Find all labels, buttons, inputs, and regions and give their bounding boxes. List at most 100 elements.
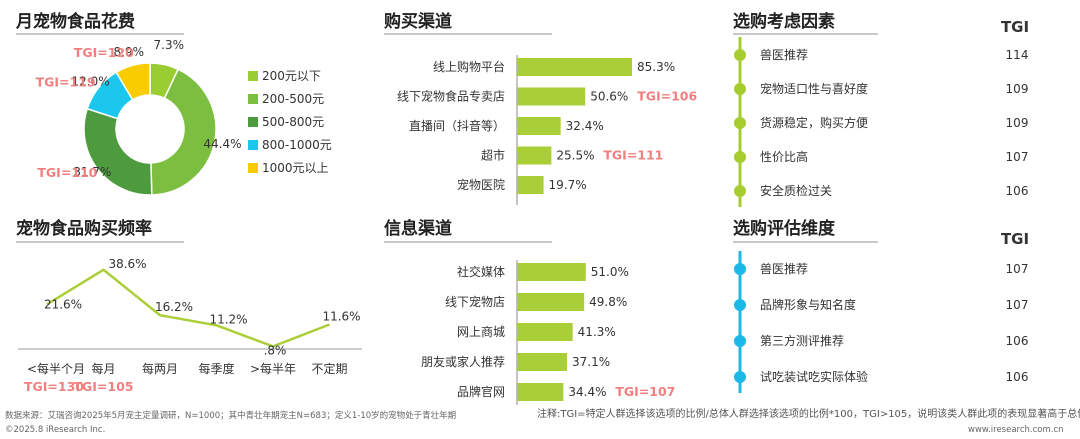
timeline-dot — [734, 83, 746, 95]
bar-category-label: 直播间（抖音等） — [409, 118, 505, 133]
donut-tgi-label: TGI=119 — [36, 75, 96, 90]
factor-tgi-value: 107 — [1006, 298, 1029, 312]
info-title-underline — [384, 241, 552, 243]
timeline-dot — [734, 263, 746, 275]
bar — [517, 263, 586, 281]
factor-label: 第三方测评推荐 — [760, 333, 844, 348]
bar-value-label: 41.3% — [578, 325, 616, 339]
footer-copyright: ©2025.8 iResearch Inc. — [5, 425, 106, 435]
donut-slice-3 — [83, 107, 153, 196]
legend-label: 200-500元 — [262, 92, 324, 106]
donut-value-label: 12.0% — [72, 75, 110, 89]
timeline-dot — [734, 299, 746, 311]
legend-label: 800-1000元 — [262, 138, 332, 152]
bar — [517, 383, 564, 401]
spend-donut-chart: 7.3% 44.4% 31.7%TGI=110 12.0%TGI=119 8.9%TGI… — [36, 40, 332, 196]
bar — [517, 323, 573, 341]
footer-note: 注释:TGI=特定人群选择该选项的比例/总体人群选择该选项的比例*100，TGI… — [537, 409, 1080, 420]
timeline-dot — [734, 185, 746, 197]
legend-label: 500-800元 — [262, 115, 324, 129]
legend-swatch — [248, 117, 258, 127]
bar — [517, 117, 561, 135]
bar-category-label: 线上购物平台 — [433, 59, 505, 74]
factors-list: TGI 兽医推荐 114 宠物适口性与喜好度 109 货源稳定，购买方便 109 性价比高 10… — [734, 18, 1029, 207]
dimensions-title-underline — [733, 241, 878, 243]
line-tgi-label: TGI=130 — [24, 379, 84, 394]
line-value-label: 11.6% — [322, 310, 360, 324]
bar-category-label: 朋友或家人推荐 — [421, 354, 505, 369]
frequency-line — [46, 268, 330, 348]
bar — [517, 293, 585, 311]
bar — [517, 146, 552, 165]
bar-value-label: 32.4% — [566, 119, 604, 133]
donut-slice-2 — [150, 68, 217, 196]
tgi-header: TGI — [1001, 230, 1029, 248]
factors-title: 选购考虑因素 — [733, 12, 835, 32]
timeline-dot — [734, 371, 746, 383]
bar-category-label: 宠物医院 — [457, 177, 505, 192]
timeline-dot — [734, 151, 746, 163]
factor-label: 兽医推荐 — [760, 262, 808, 276]
factor-tgi-value: 114 — [1006, 48, 1029, 62]
frequency-title: 宠物食品购买频率 — [16, 219, 152, 239]
bar — [517, 87, 586, 106]
donut-value-label: 31.7% — [73, 165, 111, 179]
factor-tgi-value: 109 — [1006, 116, 1029, 130]
donut-value-label: 7.3% — [154, 40, 185, 52]
tgi-header: TGI — [1001, 18, 1029, 36]
line-value-label: 11.2% — [209, 312, 247, 326]
line-category-label: 每季度 — [198, 361, 234, 376]
line-value-label: 16.2% — [155, 300, 193, 314]
factor-label: 品牌形象与知名度 — [760, 297, 856, 312]
frequency-title-underline — [16, 241, 184, 243]
donut-slice-5 — [115, 62, 151, 101]
legend-swatch — [248, 71, 258, 81]
bar-value-label: 51.0% — [591, 265, 629, 279]
donut-tgi-label: TGI=120 — [74, 45, 134, 60]
channel-title: 购买渠道 — [384, 12, 452, 32]
dimensions-title: 选购评估维度 — [733, 219, 835, 239]
bar-category-label: 超市 — [481, 148, 505, 163]
line-category-label: >每半年 — [250, 361, 296, 376]
factor-tgi-value: 107 — [1006, 262, 1029, 276]
bar-tgi-label: TGI=111 — [603, 148, 663, 163]
channel-title-underline — [384, 33, 552, 35]
footer-source: 数据来源：艾瑞咨询2025年5月宠主定量调研，N=1000；其中青壮年期宠主N=… — [5, 411, 457, 421]
legend-swatch — [248, 163, 258, 173]
footer-url: www.iresearch.com.cn — [968, 425, 1064, 435]
bar-value-label: 25.5% — [556, 149, 594, 163]
legend-swatch — [248, 94, 258, 104]
bar-value-label: 85.3% — [637, 60, 675, 74]
line-category-label: 每月 — [91, 361, 115, 376]
bar-category-label: 线下宠物食品专卖店 — [397, 89, 505, 104]
bar-value-label: 49.8% — [589, 295, 627, 309]
factor-tgi-value: 107 — [1006, 150, 1029, 164]
donut-value-label: 44.4% — [203, 137, 241, 151]
bar — [517, 58, 632, 76]
donut-tgi-label: TGI=110 — [37, 165, 97, 180]
bar-category-label: 品牌官网 — [457, 384, 505, 399]
spend-title-underline — [16, 33, 184, 35]
bar-tgi-label: TGI=106 — [637, 89, 697, 104]
factor-label: 兽医推荐 — [760, 48, 808, 62]
bar-value-label: 34.4% — [568, 385, 606, 399]
bar-category-label: 网上商城 — [457, 324, 505, 339]
bar — [517, 176, 544, 194]
factor-label: 货源稳定，购买方便 — [760, 115, 868, 130]
factor-tgi-value: 106 — [1006, 184, 1029, 198]
factors-title-underline — [733, 33, 878, 35]
frequency-line-chart: 21.6% 38.6% 16.2% 11.2% .8% 11.6% <每半个月 每月 每两月 每… — [18, 257, 362, 394]
bar-category-label: 线下宠物店 — [445, 294, 505, 309]
line-value-label: 38.6% — [108, 257, 146, 271]
bar-value-label: 50.6% — [590, 90, 628, 104]
line-category-label: 不定期 — [311, 361, 347, 376]
line-category-label: 每两月 — [142, 361, 178, 376]
spend-title: 月宠物食品花费 — [16, 12, 135, 32]
factor-tgi-value: 106 — [1006, 334, 1029, 348]
line-category-label: <每半个月 — [27, 361, 85, 376]
donut-value-label: 8.9% — [114, 45, 145, 59]
info-bar-chart: 社交媒体 51.0% 线下宠物店 49.8% 网上商城 41.3% 朋友或家人推荐 37.1%… — [421, 260, 675, 405]
line-tgi-label: TGI=105 — [73, 379, 133, 394]
bar-value-label: 37.1% — [572, 355, 610, 369]
factor-label: 宠物适口性与喜好度 — [760, 81, 868, 96]
